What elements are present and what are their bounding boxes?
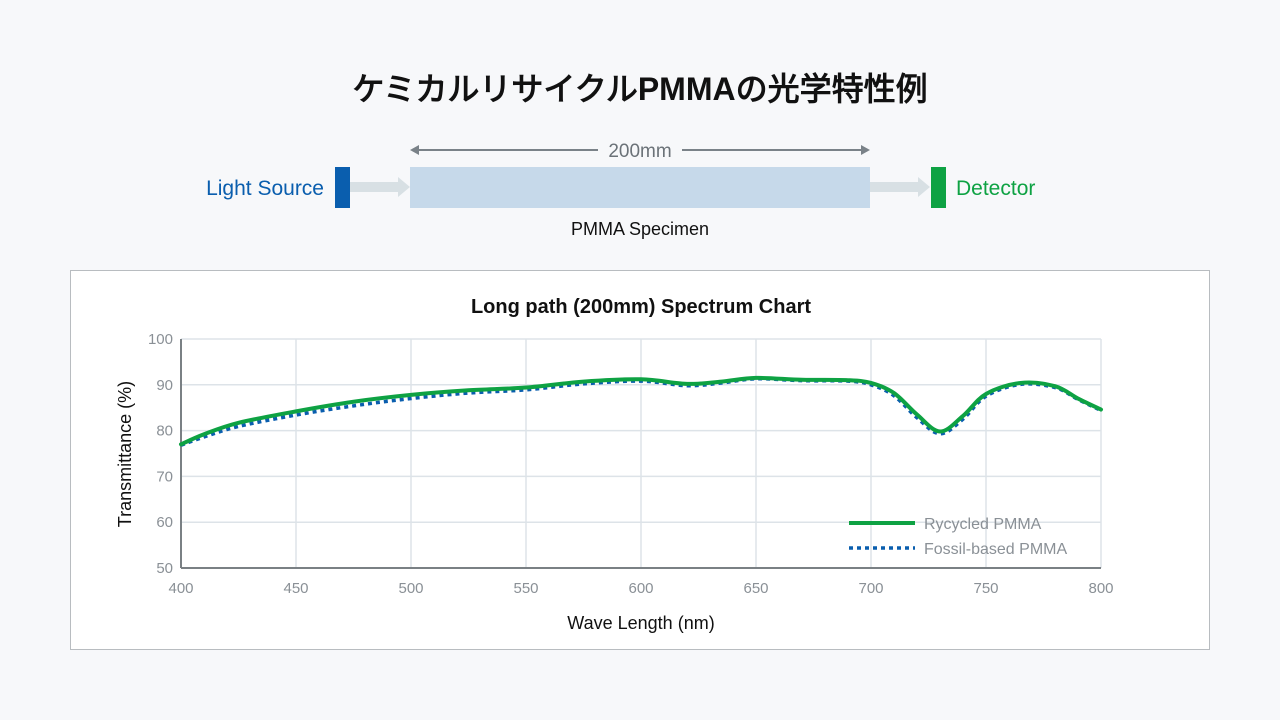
y-tick-label: 70 <box>156 468 173 485</box>
x-tick-label: 700 <box>858 580 883 597</box>
spectrum-chart: Long path (200mm) Spectrum Chart 400 450 5… <box>115 296 1114 633</box>
x-tick-label: 600 <box>628 580 653 597</box>
x-tick-label: 650 <box>743 580 768 597</box>
light-source-block <box>335 167 350 208</box>
y-axis-label: Transmittance (%) <box>115 381 135 527</box>
beam-arrow-out <box>870 177 930 197</box>
x-axis-label: Wave Length (nm) <box>567 613 714 633</box>
pmma-specimen <box>410 167 870 208</box>
light-source-label: Light Source <box>206 177 324 200</box>
length-label: 200mm <box>608 141 671 162</box>
detector-block <box>931 167 946 208</box>
y-tick-label: 100 <box>148 331 173 348</box>
x-tick-label: 800 <box>1088 580 1113 597</box>
y-tick-label: 80 <box>156 423 173 440</box>
x-tick-label: 500 <box>398 580 423 597</box>
legend-label: Fossil-based PMMA <box>924 541 1067 558</box>
specimen-label: PMMA Specimen <box>571 219 709 239</box>
legend-label: Rycycled PMMA <box>924 516 1042 533</box>
y-tick-label: 60 <box>156 514 173 531</box>
y-tick-label: 50 <box>156 560 173 577</box>
measurement-diagram: Light Source Detector 200mm PMMA Specime… <box>206 141 1035 239</box>
beam-arrow-in <box>350 177 410 197</box>
chart-title: Long path (200mm) Spectrum Chart <box>471 296 811 318</box>
page-title: ケミカルリサイクルPMMAの光学特性例 <box>352 71 928 107</box>
y-tick-label: 90 <box>156 377 173 394</box>
dimension-arrow <box>410 145 870 155</box>
chart-panel: Long path (200mm) Spectrum Chart 400 450 5… <box>70 270 1210 650</box>
detector-label: Detector <box>956 177 1035 200</box>
x-tick-label: 750 <box>973 580 998 597</box>
series-line-recycled <box>179 375 1103 447</box>
x-tick-label: 550 <box>513 580 538 597</box>
x-tick-label: 450 <box>283 580 308 597</box>
x-tick-label: 400 <box>168 580 193 597</box>
